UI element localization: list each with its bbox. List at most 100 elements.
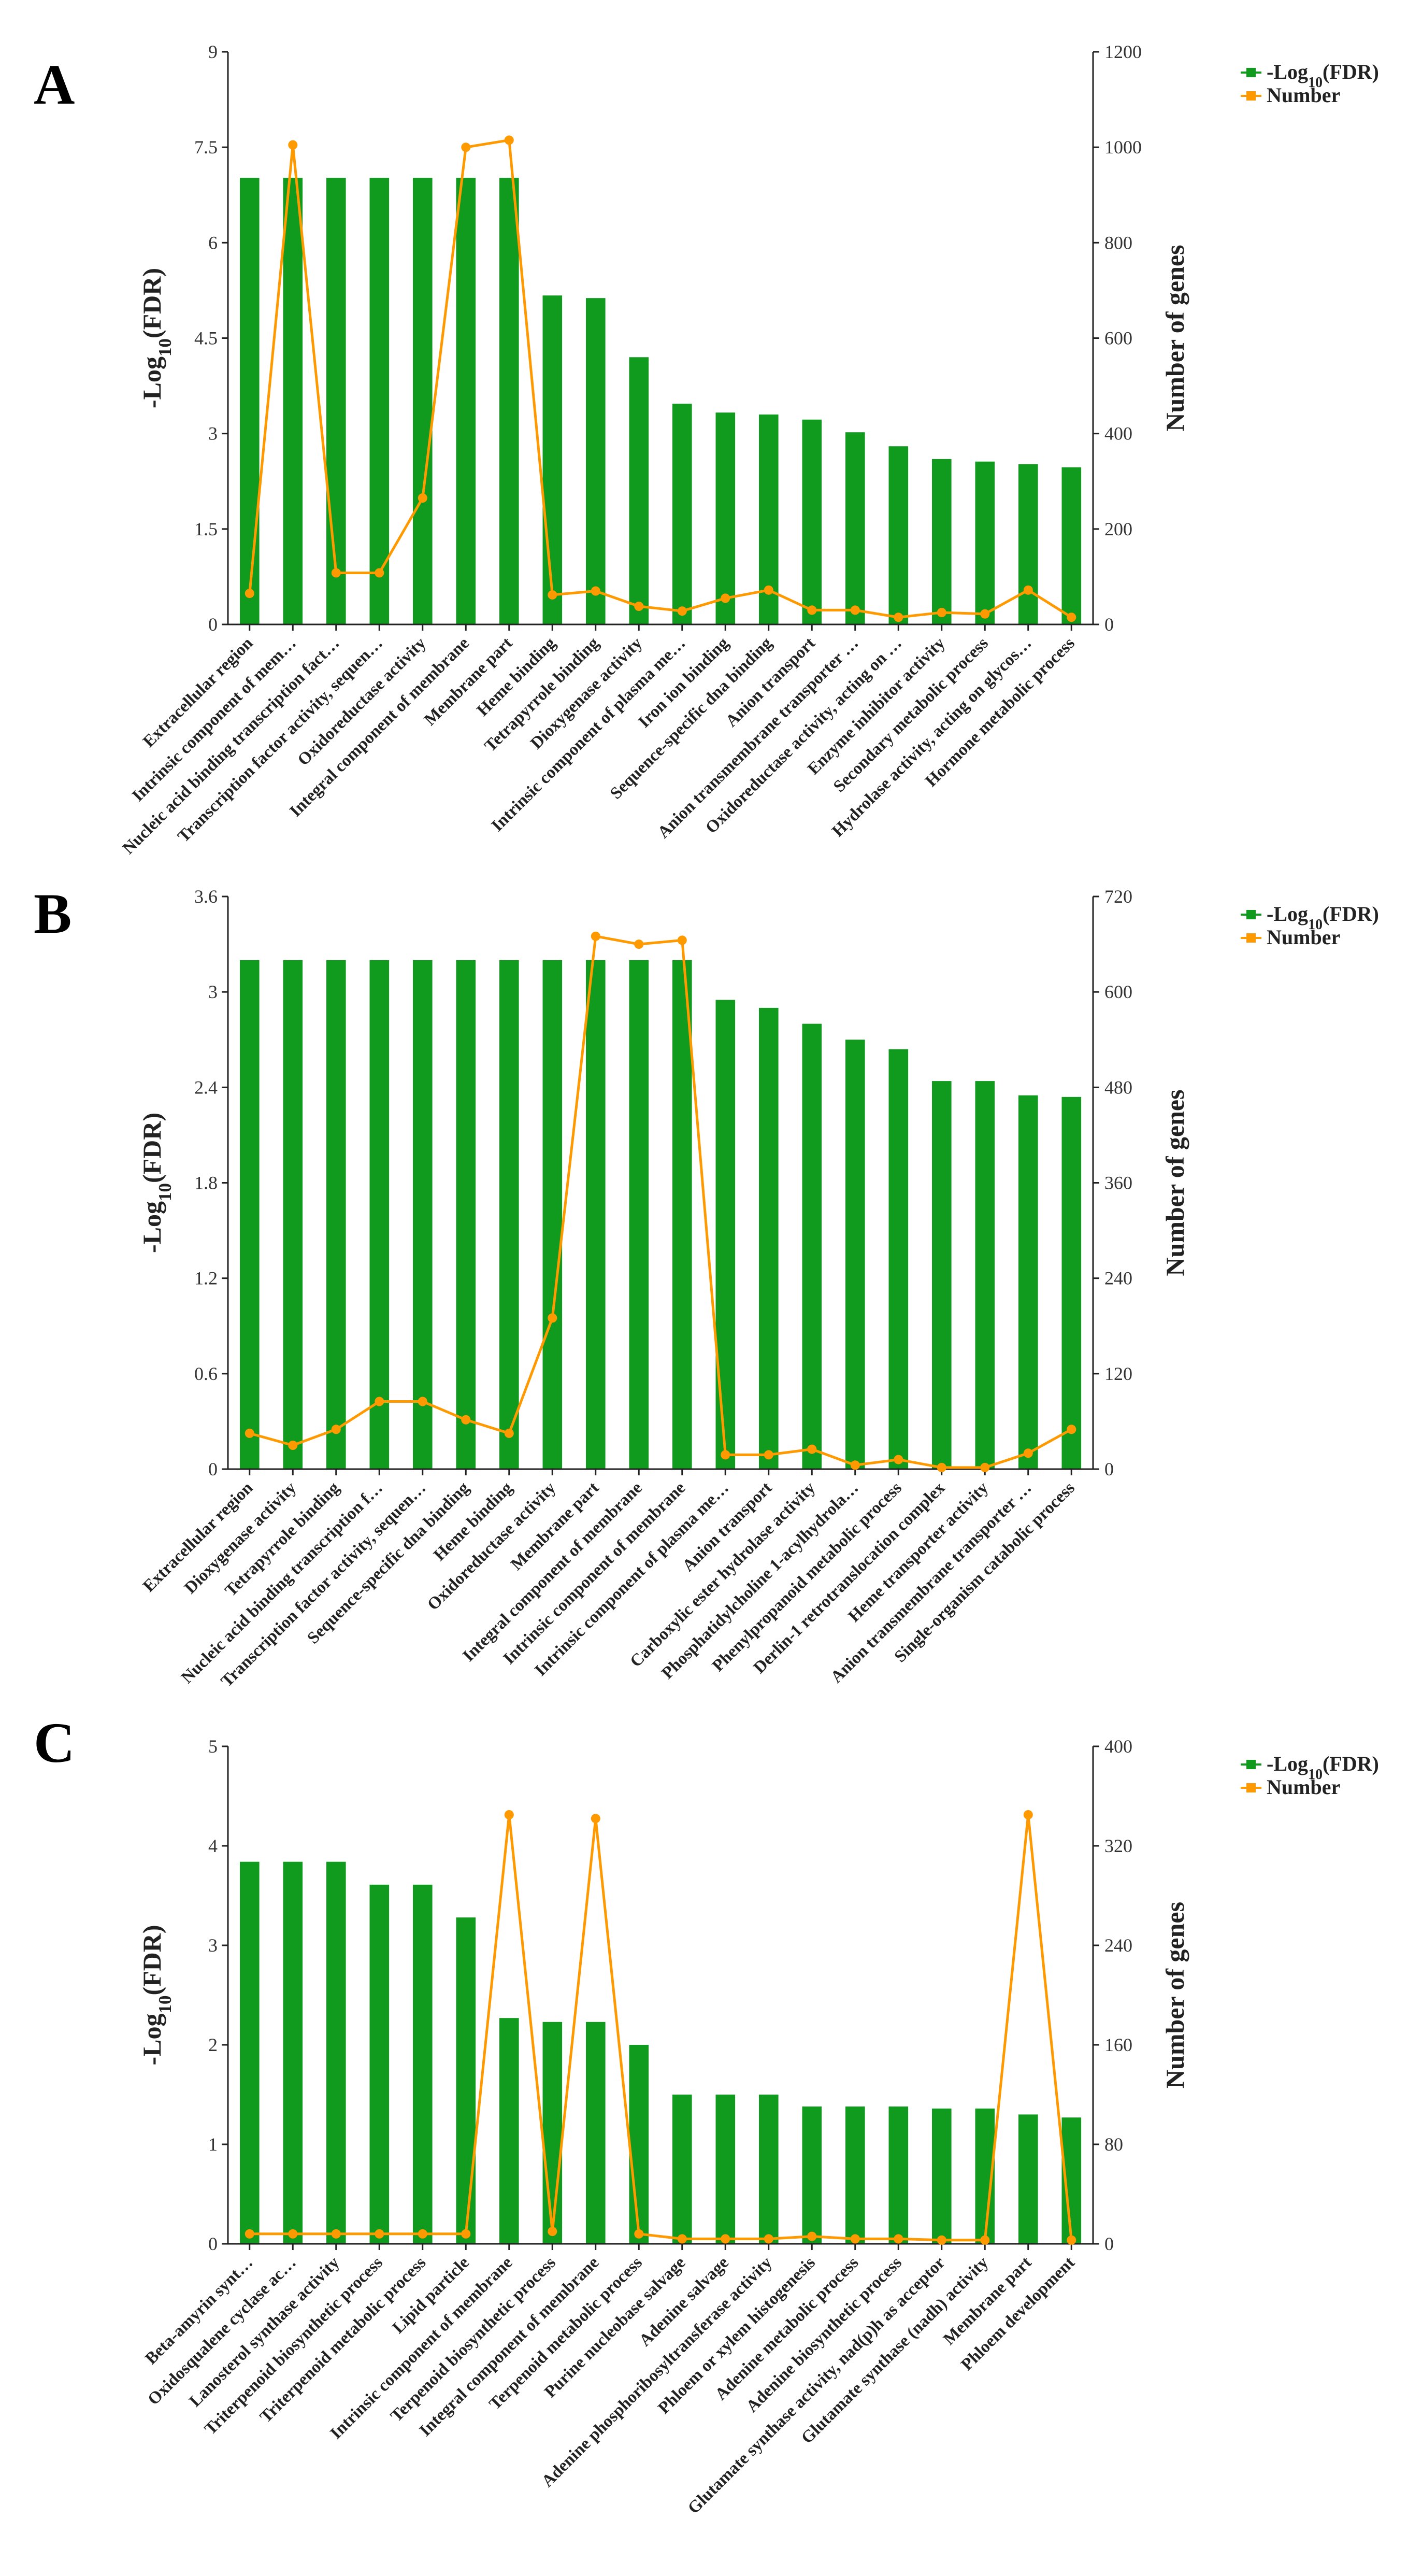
- legend: -Log10(FDR)Number: [1241, 1752, 1379, 1799]
- bar: [759, 1007, 779, 1469]
- number-point: [418, 1397, 427, 1406]
- bar: [932, 459, 952, 624]
- number-point: [461, 2229, 471, 2239]
- bar: [759, 2095, 779, 2244]
- bar: [586, 298, 606, 624]
- bar: [240, 1861, 260, 2244]
- bar: [283, 178, 303, 625]
- bar: [672, 2095, 692, 2244]
- bar: [413, 960, 433, 1469]
- number-point: [850, 2234, 860, 2244]
- y-axis-title-right: Number of genes: [1160, 1089, 1189, 1276]
- y-tick-label-right: 240: [1104, 1268, 1132, 1289]
- number-point: [937, 1462, 946, 1472]
- number-point: [980, 1462, 990, 1472]
- y-axis-title-left: -Log10(FDR): [137, 268, 175, 408]
- bar: [326, 1861, 346, 2244]
- panel-label: C: [34, 1711, 75, 1774]
- y-tick-label-right: 320: [1104, 1835, 1132, 1856]
- number-point: [591, 931, 600, 941]
- y-tick-label-left: 9: [208, 41, 218, 62]
- y-tick-label-left: 1.2: [194, 1268, 218, 1289]
- number-point: [1023, 1810, 1033, 1819]
- bar: [1018, 1095, 1038, 1469]
- bar: [326, 178, 346, 625]
- y-tick-label-left: 4.5: [194, 328, 218, 349]
- number-point: [375, 1397, 384, 1406]
- number-point: [1067, 2235, 1076, 2245]
- number-point: [807, 1444, 817, 1454]
- number-point: [548, 590, 557, 600]
- bar: [1061, 1097, 1082, 1470]
- bar: [629, 2045, 649, 2244]
- bar: [456, 960, 476, 1469]
- y-tick-label-right: 800: [1104, 232, 1132, 253]
- y-axis-title-right: Number of genes: [1160, 1902, 1189, 2088]
- number-point: [721, 2234, 730, 2244]
- bar: [845, 432, 865, 624]
- y-tick-label-right: 80: [1104, 2134, 1123, 2155]
- y-tick-label-right: 400: [1104, 1736, 1132, 1757]
- number-point: [1067, 1425, 1076, 1434]
- legend-bar-swatch: [1246, 1760, 1256, 1769]
- number-point: [980, 2235, 990, 2245]
- number-point: [375, 568, 384, 578]
- y-tick-label-right: 1000: [1104, 137, 1142, 158]
- bar: [1018, 2114, 1038, 2244]
- number-point: [331, 568, 341, 578]
- number-point: [677, 935, 687, 945]
- number-point: [288, 140, 298, 150]
- number-point: [850, 1460, 860, 1470]
- y-tick-label-right: 200: [1104, 519, 1132, 539]
- number-point: [1067, 613, 1076, 622]
- y-tick-label-left: 1.8: [194, 1173, 218, 1193]
- number-point: [764, 1450, 773, 1460]
- bar: [888, 2107, 909, 2244]
- number-point: [245, 589, 254, 599]
- bar: [413, 1884, 433, 2244]
- legend-bar-label: -Log10(FDR): [1267, 902, 1379, 933]
- bar: [1061, 467, 1082, 624]
- legend-line-swatch: [1246, 933, 1256, 943]
- number-line: [249, 1814, 1073, 2242]
- number-point: [331, 2229, 341, 2239]
- bar: [542, 2022, 563, 2244]
- bar: [586, 960, 606, 1469]
- bar: [802, 1023, 822, 1469]
- number-point: [850, 605, 860, 615]
- number-point: [764, 2234, 773, 2244]
- number-point: [461, 1415, 471, 1425]
- bar: [542, 295, 563, 624]
- number-point: [894, 2234, 903, 2244]
- bar: [369, 960, 390, 1469]
- number-point: [634, 940, 644, 949]
- y-tick-label-right: 600: [1104, 981, 1132, 1002]
- number-point: [504, 135, 514, 145]
- bar: [1018, 464, 1038, 624]
- number-point: [894, 1455, 903, 1464]
- bar: [932, 1081, 952, 1469]
- number-point: [418, 2229, 427, 2239]
- number-point: [807, 2231, 817, 2241]
- panel-label: A: [34, 53, 75, 116]
- bar: [845, 2107, 865, 2244]
- legend-bar-swatch: [1246, 68, 1256, 77]
- y-tick-label-right: 480: [1104, 1077, 1132, 1098]
- bar: [629, 357, 649, 624]
- bar: [240, 178, 260, 625]
- number-point: [375, 2229, 384, 2239]
- y-axis-title-left: -Log10(FDR): [137, 1925, 175, 2065]
- y-tick-label-left: 7.5: [194, 137, 218, 158]
- bar: [240, 960, 260, 1469]
- y-tick-label-right: 400: [1104, 423, 1132, 444]
- bar: [715, 412, 736, 624]
- y-tick-label-left: 1: [208, 2134, 218, 2155]
- bar: [283, 1861, 303, 2244]
- number-point: [1023, 1448, 1033, 1458]
- y-tick-label-left: 1.5: [194, 519, 218, 539]
- y-tick-label-right: 160: [1104, 2034, 1132, 2055]
- legend-line-label: Number: [1267, 1775, 1340, 1799]
- number-point: [894, 613, 903, 622]
- legend-line-label: Number: [1267, 926, 1340, 949]
